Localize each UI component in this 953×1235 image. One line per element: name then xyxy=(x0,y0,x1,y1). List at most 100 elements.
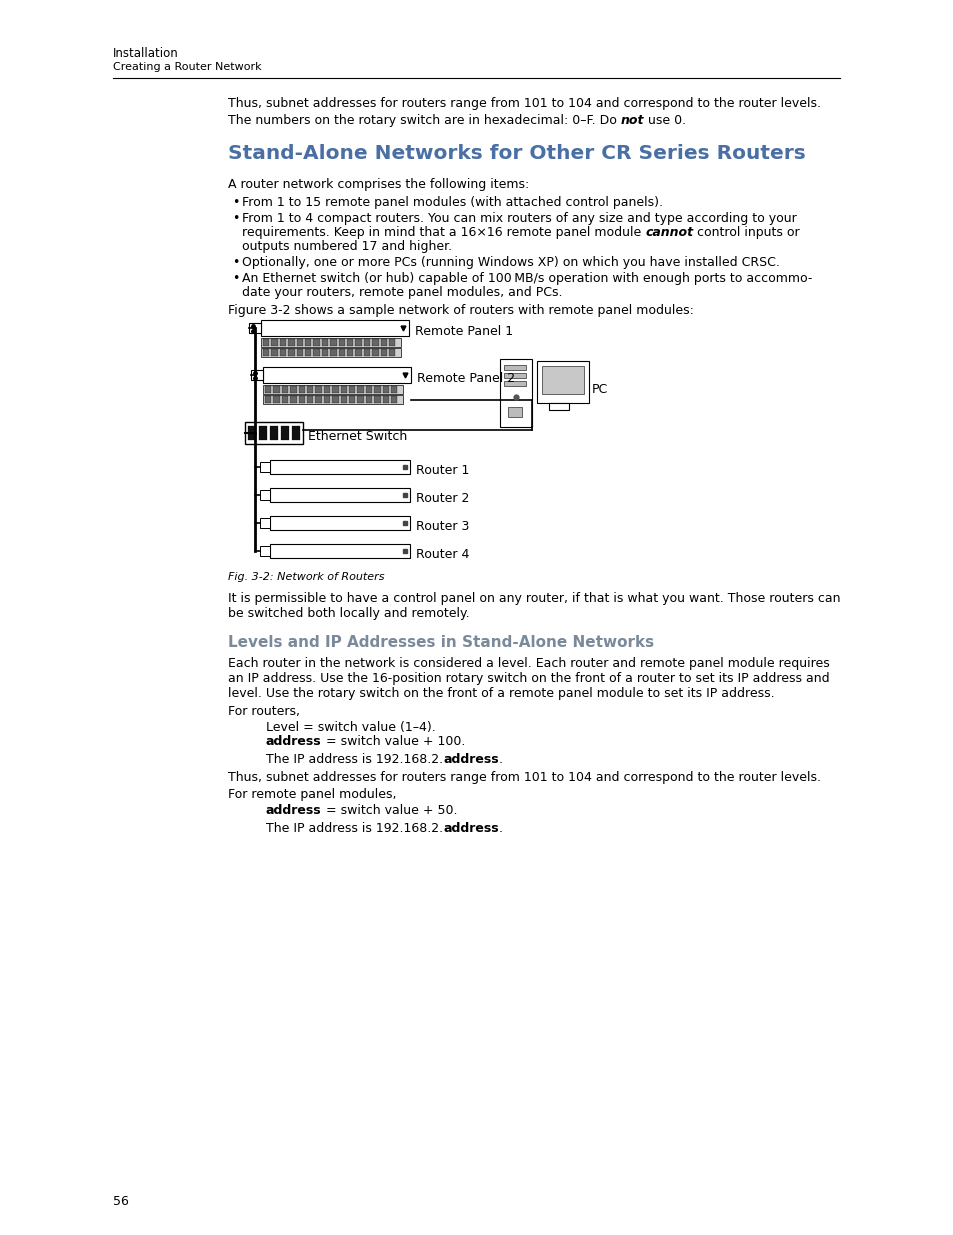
Bar xyxy=(270,426,277,440)
Bar xyxy=(281,396,288,403)
Bar xyxy=(290,387,296,393)
Bar xyxy=(332,387,338,393)
Bar xyxy=(270,488,410,501)
Text: Figure 3-2 shows a sample network of routers with remote panel modules:: Figure 3-2 shows a sample network of rou… xyxy=(228,304,693,317)
Bar xyxy=(315,387,321,393)
Bar xyxy=(270,459,410,474)
Bar xyxy=(260,490,270,500)
Bar xyxy=(263,338,269,346)
Bar xyxy=(323,387,330,393)
Bar xyxy=(288,338,294,346)
Bar xyxy=(321,350,328,356)
Text: A router network comprises the following items:: A router network comprises the following… xyxy=(228,178,529,191)
Bar xyxy=(307,387,314,393)
Bar xyxy=(305,350,312,356)
Bar xyxy=(355,350,361,356)
Text: From 1 to 15 remote panel modules (with attached control panels).: From 1 to 15 remote panel modules (with … xyxy=(242,196,662,209)
Text: For remote panel modules,: For remote panel modules, xyxy=(228,788,396,802)
Text: From 1 to 4 compact routers. You can mix routers of any size and type according : From 1 to 4 compact routers. You can mix… xyxy=(242,212,796,225)
Text: = switch value + 100.: = switch value + 100. xyxy=(321,735,464,748)
Bar xyxy=(338,350,345,356)
Bar xyxy=(389,350,395,356)
Bar xyxy=(265,387,272,393)
Bar xyxy=(338,338,345,346)
Text: It is permissible to have a control panel on any router, if that is what you wan: It is permissible to have a control pane… xyxy=(228,592,840,605)
Bar xyxy=(332,396,338,403)
Bar xyxy=(274,387,279,393)
Text: address: address xyxy=(442,753,498,766)
Text: Remote Panel 2: Remote Panel 2 xyxy=(416,372,515,385)
Bar xyxy=(314,338,319,346)
Bar xyxy=(347,350,354,356)
Text: control inputs or: control inputs or xyxy=(693,226,800,240)
Bar xyxy=(365,396,372,403)
Text: Stand-Alone Networks for Other CR Series Routers: Stand-Alone Networks for Other CR Series… xyxy=(228,144,805,163)
Bar xyxy=(260,546,270,556)
Bar xyxy=(537,361,588,403)
Text: address: address xyxy=(266,735,321,748)
Bar xyxy=(249,324,261,333)
Bar xyxy=(503,373,525,378)
Text: Router 4: Router 4 xyxy=(416,548,469,561)
Bar xyxy=(382,387,389,393)
Bar xyxy=(274,396,279,403)
Bar xyxy=(271,350,277,356)
Bar xyxy=(548,403,568,410)
Bar xyxy=(263,367,411,383)
Bar xyxy=(245,422,303,445)
Text: level. Use the rotary switch on the front of a remote panel module to set its IP: level. Use the rotary switch on the fron… xyxy=(228,687,774,700)
Text: The numbers on the rotary switch are in hexadecimal: 0–F. Do: The numbers on the rotary switch are in … xyxy=(228,114,620,127)
Bar xyxy=(374,387,380,393)
Text: .: . xyxy=(498,823,502,835)
Bar xyxy=(357,396,363,403)
Bar xyxy=(263,395,402,404)
Bar xyxy=(355,338,361,346)
Text: Thus, subnet addresses for routers range from 101 to 104 and correspond to the r: Thus, subnet addresses for routers range… xyxy=(228,771,821,784)
Text: Router 3: Router 3 xyxy=(416,520,469,534)
Bar xyxy=(288,350,294,356)
Bar xyxy=(389,338,395,346)
Text: Router 1: Router 1 xyxy=(416,464,469,477)
Bar xyxy=(305,338,312,346)
Bar xyxy=(391,396,397,403)
Text: An Ethernet switch (or hub) capable of 100 MB/s operation with enough ports to a: An Ethernet switch (or hub) capable of 1… xyxy=(242,272,812,285)
Bar xyxy=(270,543,410,558)
Bar xyxy=(281,387,288,393)
Text: be switched both locally and remotely.: be switched both locally and remotely. xyxy=(228,606,469,620)
Text: an IP address. Use the 16-position rotary switch on the front of a router to set: an IP address. Use the 16-position rotar… xyxy=(228,672,829,685)
Text: 56: 56 xyxy=(112,1195,129,1208)
Text: Router 2: Router 2 xyxy=(416,492,469,505)
Bar xyxy=(321,338,328,346)
Bar xyxy=(372,350,378,356)
Text: •: • xyxy=(232,272,239,285)
Bar xyxy=(380,338,387,346)
Bar xyxy=(541,366,583,394)
Text: Thus, subnet addresses for routers range from 101 to 104 and correspond to the r: Thus, subnet addresses for routers range… xyxy=(228,98,821,110)
Text: The IP address is 192.168.2.: The IP address is 192.168.2. xyxy=(266,753,442,766)
Text: Fig. 3-2: Network of Routers: Fig. 3-2: Network of Routers xyxy=(228,572,384,582)
Bar xyxy=(323,396,330,403)
Bar xyxy=(261,338,400,347)
Bar xyxy=(349,396,355,403)
Bar xyxy=(314,350,319,356)
Bar xyxy=(260,517,270,529)
Bar xyxy=(270,516,410,530)
Text: •: • xyxy=(232,212,239,225)
Bar xyxy=(382,396,389,403)
Bar xyxy=(263,350,269,356)
Bar xyxy=(330,338,336,346)
Text: Each router in the network is considered a level. Each router and remote panel m: Each router in the network is considered… xyxy=(228,657,829,671)
Bar xyxy=(248,426,255,440)
Text: use 0.: use 0. xyxy=(643,114,686,127)
Text: Level = switch value (1–4).: Level = switch value (1–4). xyxy=(266,721,436,734)
Bar xyxy=(340,396,347,403)
Text: cannot: cannot xyxy=(644,226,693,240)
Bar xyxy=(279,350,286,356)
Bar xyxy=(372,338,378,346)
Text: .: . xyxy=(498,753,502,766)
Text: outputs numbered 17 and higher.: outputs numbered 17 and higher. xyxy=(242,240,452,253)
Bar xyxy=(261,348,400,357)
Bar xyxy=(265,396,272,403)
Bar xyxy=(503,366,525,370)
Bar xyxy=(298,387,305,393)
